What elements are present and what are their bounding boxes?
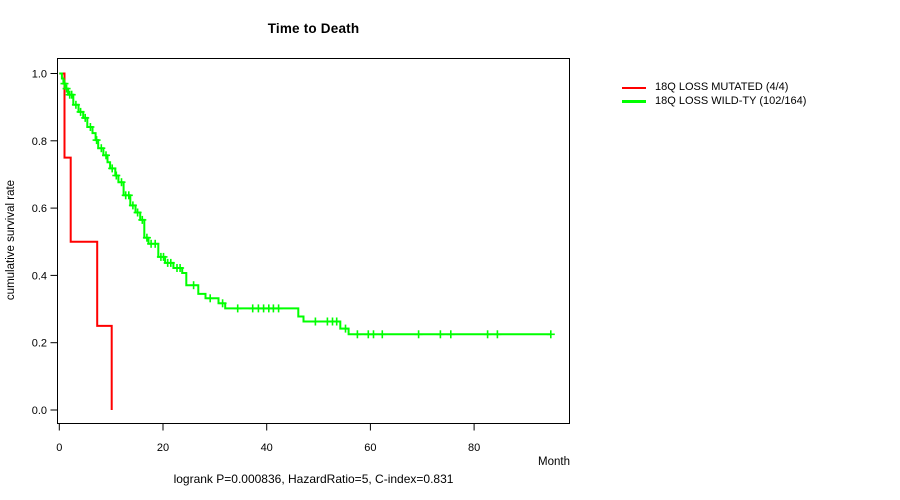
- chart-title: Time to Death: [267, 21, 360, 36]
- svg-text:0.8: 0.8: [32, 136, 47, 148]
- svg-text:1.0: 1.0: [32, 69, 47, 81]
- svg-text:0.0: 0.0: [32, 405, 47, 417]
- svg-text:40: 40: [261, 442, 273, 454]
- svg-text:0.4: 0.4: [32, 270, 47, 282]
- legend: 18Q LOSS MUTATED (4/4) 18Q LOSS WILD-TY …: [622, 81, 806, 108]
- legend-item-mutated: 18Q LOSS MUTATED (4/4): [622, 81, 806, 95]
- legend-label-mutated: 18Q LOSS MUTATED (4/4): [655, 81, 789, 93]
- svg-text:60: 60: [364, 442, 376, 454]
- x-axis-label: Month: [538, 456, 570, 468]
- stats-annotation: logrank P=0.000836, HazardRatio=5, C-ind…: [173, 472, 454, 486]
- svg-text:0.2: 0.2: [32, 338, 47, 350]
- svg-text:0.6: 0.6: [32, 203, 47, 215]
- svg-text:0: 0: [56, 442, 62, 454]
- svg-text:80: 80: [468, 442, 480, 454]
- legend-item-wildtype: 18Q LOSS WILD-TY (102/164): [622, 95, 806, 109]
- legend-swatch-wildtype-line: [622, 100, 646, 103]
- legend-label-wildtype: 18Q LOSS WILD-TY (102/164): [655, 94, 807, 107]
- svg-text:20: 20: [157, 442, 169, 454]
- legend-swatch-mutated-line: [622, 86, 646, 89]
